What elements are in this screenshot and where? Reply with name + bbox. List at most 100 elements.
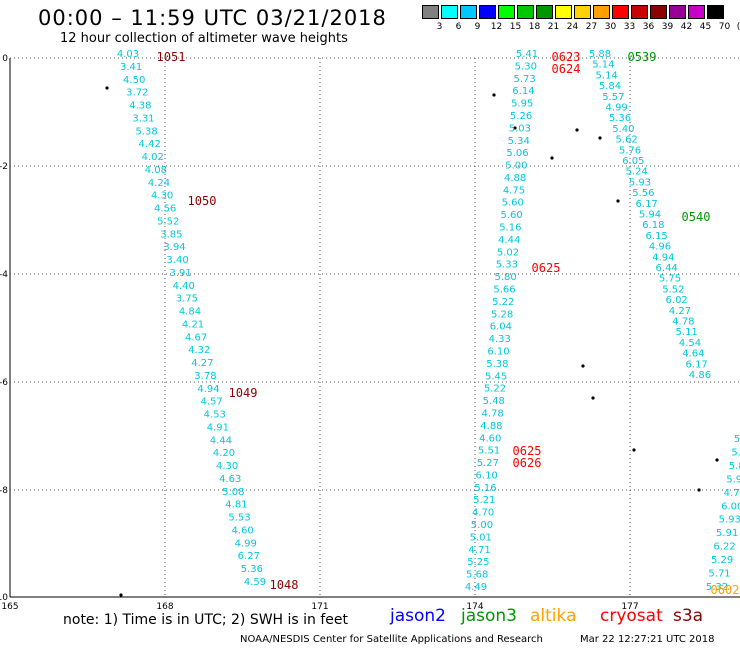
generated-time: Mar 22 12:27:21 UTC 2018 bbox=[580, 634, 715, 645]
wave-height-value: 5.66 bbox=[493, 285, 515, 296]
wave-height-value: 5.73 bbox=[513, 74, 535, 85]
wave-height-value: 4.02 bbox=[142, 152, 164, 163]
legend-label: (ft) bbox=[736, 22, 740, 32]
wave-height-value: 4.44 bbox=[210, 435, 232, 446]
wave-height-value: 5.60 bbox=[502, 198, 524, 209]
units-note: note: 1) Time is in UTC; 2) SWH is in fe… bbox=[63, 612, 349, 628]
wave-height-value: 5.14 bbox=[592, 60, 614, 71]
island-mark bbox=[591, 396, 595, 400]
wave-height-value: 4.88 bbox=[504, 173, 526, 184]
wave-height-value: 4.32 bbox=[188, 345, 210, 356]
wave-height-value: 5.95 bbox=[511, 99, 533, 110]
wave-height-value: 4.64 bbox=[682, 349, 704, 360]
wave-height-value: 4.53 bbox=[204, 410, 226, 421]
x-tick-label: 168 bbox=[156, 602, 173, 612]
wave-height-value: 5.00 bbox=[471, 520, 493, 531]
wave-height-value: 5.91 bbox=[716, 528, 738, 539]
wave-height-value: 4.40 bbox=[173, 281, 195, 292]
wave-height-value: 5.52 bbox=[157, 216, 179, 227]
wave-height-value: 4.42 bbox=[139, 139, 161, 150]
wave-height-value: 3.91 bbox=[170, 268, 192, 279]
time-label: 1051 bbox=[157, 50, 186, 64]
wave-height-value: 4.81 bbox=[225, 500, 247, 511]
legend-swatch bbox=[669, 5, 686, 19]
satellite-name-altika: altika bbox=[530, 606, 577, 626]
wave-height-value: 5.24 bbox=[626, 167, 648, 178]
legend-label: 42 bbox=[680, 22, 693, 32]
wave-height-value: 4.84 bbox=[179, 307, 201, 318]
wave-height-value: 6.04 bbox=[490, 322, 512, 333]
wave-height-value: 5.14 bbox=[596, 70, 618, 81]
legend-label: 6 bbox=[455, 22, 462, 32]
wave-height-value: 6.10 bbox=[487, 346, 509, 357]
island-mark bbox=[119, 593, 123, 597]
legend-swatch bbox=[574, 5, 591, 19]
wave-height-value: 4.63 bbox=[219, 474, 241, 485]
wave-height-value: 5.25 bbox=[467, 557, 489, 568]
wave-height-value: 5.71 bbox=[708, 569, 730, 580]
wave-height-value: 3.40 bbox=[166, 255, 188, 266]
y-tick-label: -4 bbox=[0, 270, 8, 280]
wave-height-value: 5.56 bbox=[632, 188, 654, 199]
wave-height-value: 5.02 bbox=[497, 247, 519, 258]
time-label: 0625 bbox=[513, 444, 542, 458]
legend-label: 39 bbox=[661, 22, 674, 32]
wave-height-value: 4.38 bbox=[129, 101, 151, 112]
wave-height-value: 5.75 bbox=[659, 274, 681, 285]
legend-swatch bbox=[422, 5, 439, 19]
wave-height-value: 4.60 bbox=[231, 525, 253, 536]
wave-height-value: 5.76 bbox=[619, 145, 641, 156]
island-mark bbox=[632, 448, 636, 452]
wave-height-value: 6.22 bbox=[714, 542, 736, 553]
wave-height-value: 5.29 bbox=[711, 555, 733, 566]
wave-height-value: 3.78 bbox=[194, 371, 216, 382]
wave-height-value: 4.20 bbox=[213, 448, 235, 459]
wave-height-value: 4.44 bbox=[498, 235, 520, 246]
wave-height-value: 4.91 bbox=[207, 422, 229, 433]
legend-label: 15 bbox=[509, 22, 522, 32]
wave-height-value: 4.24 bbox=[148, 178, 170, 189]
wave-height-value: 5.32 bbox=[706, 582, 728, 593]
wave-height-value: 4.30 bbox=[216, 461, 238, 472]
credit-text: NOAA/NESDIS Center for Satellite Applica… bbox=[240, 634, 543, 645]
wave-height-value: 6.05 bbox=[622, 156, 644, 167]
satellite-name-jason2: jason2 bbox=[390, 606, 446, 626]
wave-height-value: 5.93 bbox=[629, 177, 651, 188]
wave-height-value: 5.80 bbox=[495, 272, 517, 283]
wave-height-value: 4.27 bbox=[669, 306, 691, 317]
wave-height-value: 5.38 bbox=[486, 359, 508, 370]
island-mark bbox=[492, 93, 496, 97]
time-label: 0623 bbox=[552, 50, 581, 64]
wave-height-value: 3.72 bbox=[126, 88, 148, 99]
wave-height-value: 5.16 bbox=[474, 483, 496, 494]
wave-height-value: 5.45 bbox=[485, 371, 507, 382]
legend-label: 9 bbox=[474, 22, 481, 32]
wave-height-value: 4.99 bbox=[235, 538, 257, 549]
legend-label: 30 bbox=[604, 22, 617, 32]
legend-swatch bbox=[479, 5, 496, 19]
island-mark bbox=[105, 86, 109, 90]
wave-height-value: 5.48 bbox=[483, 396, 505, 407]
island-mark bbox=[513, 126, 517, 130]
wave-height-value: 6.17 bbox=[636, 199, 658, 210]
wave-height-value: 4.76 bbox=[724, 488, 740, 499]
time-label: 0602 bbox=[711, 583, 740, 597]
wave-height-value: 6.27 bbox=[238, 551, 260, 562]
wave-height-value: 5.62 bbox=[616, 135, 638, 146]
wave-height-value: 4.27 bbox=[191, 358, 213, 369]
wave-height-value: 5.22 bbox=[484, 384, 506, 395]
wave-height-value: 5.06 bbox=[506, 148, 528, 159]
wave-height-value: 5.27 bbox=[477, 458, 499, 469]
satellite-name-jason3: jason3 bbox=[461, 606, 517, 626]
wave-height-value: 5.41 bbox=[516, 49, 538, 60]
wave-height-value: 4.94 bbox=[197, 384, 219, 395]
wave-height-value: 6.15 bbox=[646, 231, 668, 242]
wave-height-value: 4.49 bbox=[465, 582, 487, 593]
wave-height-value: 5.60 bbox=[500, 210, 522, 221]
legend-label: 27 bbox=[585, 22, 598, 32]
wave-height-value: 4.57 bbox=[201, 397, 223, 408]
legend-label: 70 bbox=[718, 22, 731, 32]
wave-height-value: 5.01 bbox=[470, 532, 492, 543]
y-tick-label: -2 bbox=[0, 162, 8, 172]
